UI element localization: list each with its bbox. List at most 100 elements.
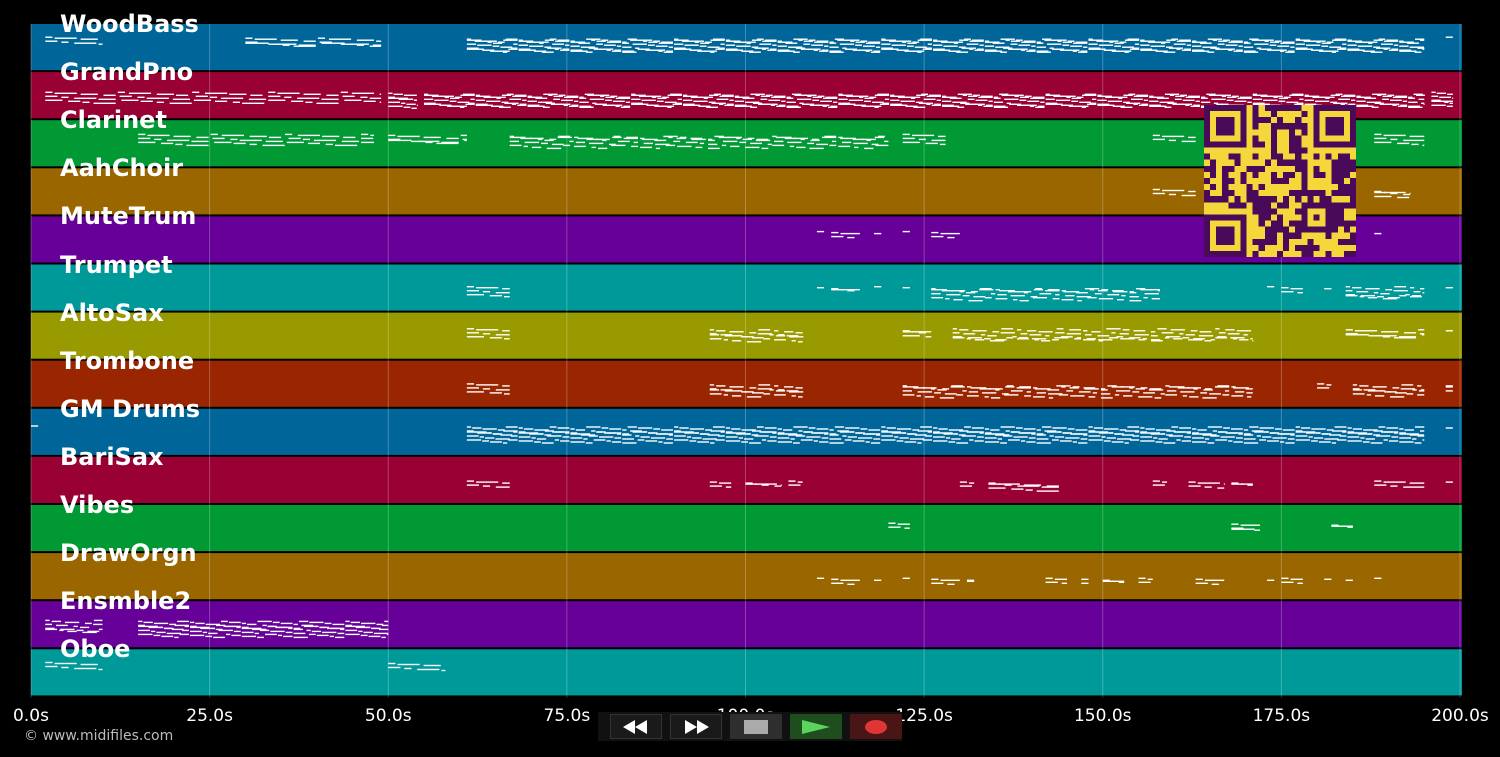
note — [482, 333, 491, 335]
transport-bar — [598, 712, 902, 741]
track-lane[interactable] — [31, 456, 1462, 503]
note — [1347, 431, 1355, 433]
note — [1243, 438, 1256, 440]
note — [496, 97, 501, 99]
play-button[interactable] — [790, 714, 842, 739]
note — [1150, 433, 1165, 435]
note — [462, 93, 475, 95]
track-lane[interactable] — [31, 553, 1462, 600]
note — [997, 483, 1020, 485]
note — [1290, 578, 1303, 580]
note — [1192, 437, 1204, 439]
note — [1390, 485, 1398, 487]
record-button[interactable] — [850, 714, 902, 739]
note — [1098, 290, 1108, 292]
note — [938, 428, 948, 430]
note — [923, 98, 936, 100]
note — [577, 137, 585, 140]
track-lane[interactable] — [31, 649, 1462, 696]
note — [941, 290, 954, 292]
track-lane[interactable] — [31, 505, 1462, 552]
note — [562, 48, 570, 50]
note — [1321, 42, 1332, 44]
note — [550, 103, 563, 105]
note — [1269, 44, 1277, 46]
track-lane[interactable] — [31, 264, 1462, 311]
track-lane[interactable] — [31, 312, 1462, 359]
rewind-button[interactable] — [610, 714, 662, 739]
note — [1234, 391, 1245, 393]
note — [941, 95, 947, 97]
note — [1202, 434, 1217, 436]
time-tick-label: 25.0s — [186, 706, 233, 726]
note — [717, 47, 725, 49]
stop-button[interactable] — [730, 714, 782, 739]
note — [1352, 384, 1358, 386]
note — [1028, 49, 1036, 51]
note — [177, 620, 189, 623]
note — [1291, 93, 1304, 95]
note — [1052, 39, 1067, 41]
note — [899, 49, 909, 51]
track-lane[interactable] — [31, 601, 1462, 648]
note — [1374, 133, 1382, 136]
note — [829, 51, 844, 53]
note — [265, 140, 283, 143]
note — [556, 103, 571, 105]
time-tick-label: 175.0s — [1252, 706, 1311, 726]
note — [1247, 528, 1255, 530]
note — [854, 95, 869, 97]
note — [829, 144, 837, 147]
note — [552, 43, 565, 45]
note — [1281, 577, 1289, 579]
note — [1239, 339, 1249, 341]
note — [1301, 427, 1311, 429]
note — [444, 96, 449, 98]
note — [912, 41, 920, 43]
note — [1286, 101, 1299, 103]
note — [1211, 98, 1226, 100]
track-lane[interactable] — [31, 408, 1462, 455]
note — [739, 141, 747, 144]
note — [524, 40, 534, 42]
note — [729, 331, 744, 333]
note — [783, 429, 793, 431]
note — [489, 295, 502, 297]
note — [527, 96, 535, 98]
note — [1374, 141, 1392, 144]
note — [1254, 431, 1269, 433]
note — [532, 96, 543, 98]
note — [210, 133, 218, 136]
note — [472, 427, 482, 429]
track-lane[interactable] — [31, 360, 1462, 407]
note — [788, 480, 796, 482]
note — [1387, 94, 1395, 96]
note — [1345, 294, 1355, 296]
note — [675, 102, 682, 104]
note — [793, 38, 808, 40]
note — [547, 47, 562, 49]
note — [466, 484, 479, 486]
track-lane[interactable] — [31, 24, 1462, 71]
note — [769, 334, 774, 336]
note — [933, 44, 943, 46]
note — [920, 38, 932, 40]
note — [768, 99, 781, 101]
note — [291, 100, 304, 102]
note — [518, 440, 533, 442]
note-segment — [902, 330, 932, 338]
fast-forward-button[interactable] — [670, 714, 722, 739]
note — [997, 50, 1003, 52]
note — [1149, 96, 1156, 98]
note — [321, 42, 339, 44]
note — [616, 433, 622, 435]
note — [973, 94, 980, 96]
note — [831, 582, 844, 584]
note — [184, 625, 189, 628]
note — [874, 232, 882, 235]
note — [725, 39, 731, 41]
note — [881, 439, 896, 441]
note — [103, 94, 116, 96]
note — [995, 289, 1000, 291]
